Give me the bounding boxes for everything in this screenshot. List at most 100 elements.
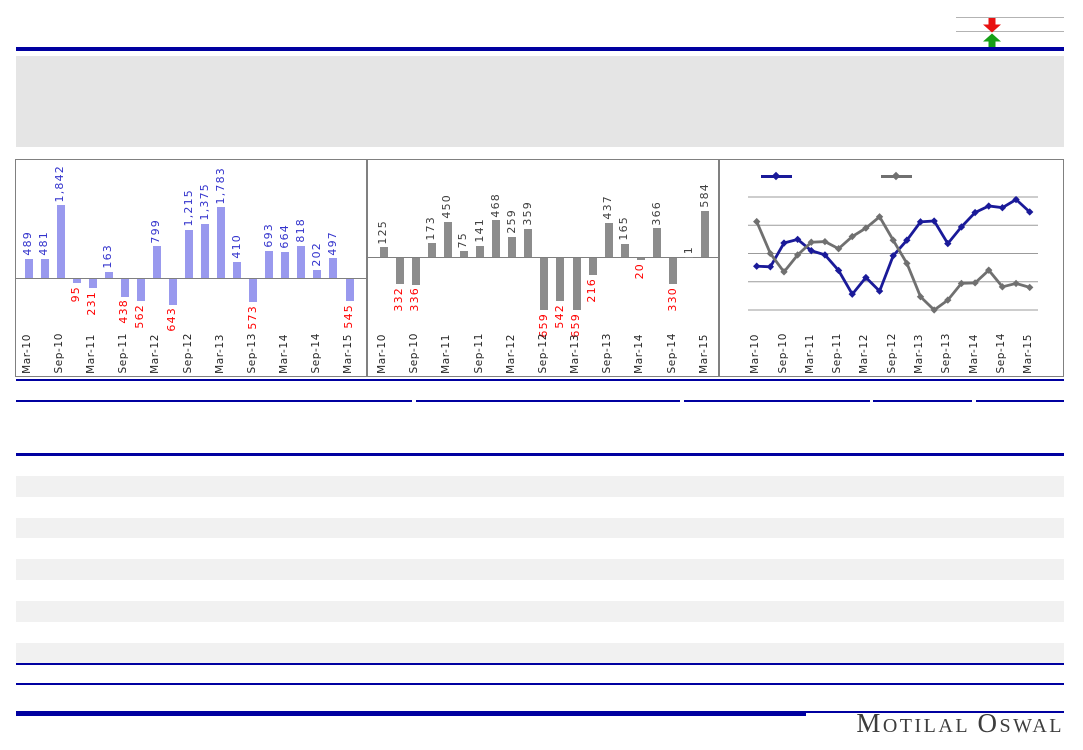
bar xyxy=(281,251,290,278)
series-1-marker xyxy=(848,290,856,298)
series-2-marker xyxy=(930,306,938,314)
bar xyxy=(588,258,597,276)
bar-value-label: 584 xyxy=(697,183,711,208)
x-axis-tick-label: Mar-14 xyxy=(277,334,290,374)
bar xyxy=(120,279,129,297)
series-1-marker xyxy=(1026,208,1034,216)
table-header-underline-4 xyxy=(873,400,972,402)
x-axis-tick-label: Mar-12 xyxy=(858,334,871,374)
bar-value-label: 95 xyxy=(69,285,83,303)
bar xyxy=(379,247,388,257)
x-axis-tick-label: Sep-13 xyxy=(601,333,614,374)
bar-value-label: 1,842 xyxy=(53,164,67,203)
table-stripe-row xyxy=(16,601,1064,622)
bar-value-label: 259 xyxy=(504,208,518,234)
bar xyxy=(265,250,274,278)
table-stripe-row xyxy=(16,476,1064,497)
bar xyxy=(572,258,581,311)
bar xyxy=(40,258,49,278)
bar xyxy=(233,261,242,278)
brand-arrows xyxy=(983,18,1001,48)
x-axis-tick-label: Sep-12 xyxy=(536,333,549,374)
bar xyxy=(524,228,533,257)
bar-value-label: 1,215 xyxy=(181,189,195,227)
bar-value-label: 20 xyxy=(633,262,647,279)
bar-value-label: 562 xyxy=(133,304,147,329)
x-axis-tick-label: Mar-11 xyxy=(85,334,98,374)
bar xyxy=(313,269,322,278)
bar xyxy=(329,258,338,278)
bar xyxy=(427,243,436,257)
bar xyxy=(24,258,33,278)
line-chart-box: Mar-10 Sep-10 Mar-11 Sep-11 Mar-12 Sep-12 Mar-… xyxy=(719,159,1064,377)
x-axis-tick-label: Sep-12 xyxy=(181,333,194,374)
bar-value-label: 1 xyxy=(681,245,695,254)
down-arrow-icon xyxy=(983,18,1001,33)
bar xyxy=(72,279,81,283)
bar-value-label: 438 xyxy=(117,299,131,324)
bar xyxy=(459,251,468,257)
series-1-marker xyxy=(766,263,775,271)
x-axis-tick-label: Sep-10 xyxy=(408,333,421,374)
bar-value-label: 330 xyxy=(665,287,679,312)
table-stripe-row xyxy=(16,517,1064,539)
bar-chart-2-box: 125 Mar-10 332 336 Sep-10 173 450 Mar-11 75 141 Se… xyxy=(367,159,719,377)
x-axis-tick-label: Sep-14 xyxy=(994,333,1007,374)
legend-diamond-marker xyxy=(771,171,781,180)
x-axis-tick-label: Sep-11 xyxy=(831,333,844,374)
x-axis-tick-label: Sep-11 xyxy=(472,333,485,374)
bar xyxy=(653,228,662,257)
bar xyxy=(411,258,420,285)
bar-value-label: 437 xyxy=(601,194,615,220)
bar-value-label: 545 xyxy=(342,303,355,329)
x-axis-tick-label: Mar-10 xyxy=(21,334,33,374)
bar-value-label: 1,375 xyxy=(197,183,211,221)
bar xyxy=(443,221,452,257)
line-chart-svg xyxy=(748,195,1038,314)
bar-value-label: 359 xyxy=(520,201,534,226)
bar-value-label: 693 xyxy=(261,222,275,248)
x-axis-tick-label: Mar-13 xyxy=(213,334,226,374)
x-axis-tick-label: Mar-13 xyxy=(913,334,925,374)
bar xyxy=(492,220,501,257)
logo-word2-rest: SWAL xyxy=(999,715,1064,737)
x-axis-line xyxy=(16,278,366,280)
bar-value-label: 468 xyxy=(488,192,502,218)
table-stripe-row xyxy=(16,642,1064,664)
bar-value-label: 799 xyxy=(149,218,163,244)
bar xyxy=(136,279,145,302)
x-axis-line xyxy=(368,257,718,259)
series-1-marker xyxy=(753,262,761,270)
series-2-marker xyxy=(998,283,1007,291)
legend-diamond-marker xyxy=(891,171,901,180)
table-header-underline-5 xyxy=(976,400,1064,402)
x-axis-tick-label: Mar-11 xyxy=(440,334,453,374)
bar xyxy=(669,258,678,285)
bar xyxy=(168,279,177,305)
table-top-rule xyxy=(16,453,1064,457)
x-axis-tick-label: Sep-13 xyxy=(940,333,953,374)
bar-value-label: 202 xyxy=(309,242,323,267)
brand-mark-lower-line xyxy=(956,31,1064,33)
bar-value-label: 481 xyxy=(37,231,51,256)
bar-value-label: 141 xyxy=(472,218,486,243)
bar-value-label: 643 xyxy=(165,307,179,333)
table-bottom-rule xyxy=(16,663,1064,666)
table-stripe-row xyxy=(16,559,1064,581)
header-band xyxy=(16,56,1064,147)
brand-logo-text: MOTILAL OSWAL xyxy=(856,708,1064,741)
footer-line xyxy=(806,711,1064,713)
series-2-line xyxy=(755,214,1031,312)
logo-word1-rest: OTILAL xyxy=(882,715,971,737)
x-axis-tick-label: Mar-12 xyxy=(504,334,517,374)
up-arrow-icon xyxy=(983,33,1001,48)
series-2-marker xyxy=(793,251,802,259)
bar-value-label: 542 xyxy=(552,303,566,329)
bar-chart-2-plot: 125 Mar-10 332 336 Sep-10 173 450 Mar-11 75 141 Se… xyxy=(368,160,718,376)
bar-value-label: 410 xyxy=(229,234,243,259)
bar-value-label: 573 xyxy=(245,304,259,330)
bar-value-label: 818 xyxy=(293,217,307,243)
bar-value-label: 231 xyxy=(85,291,99,316)
bar-value-label: 125 xyxy=(376,219,389,245)
x-axis-tick-label: Mar-12 xyxy=(149,334,162,374)
